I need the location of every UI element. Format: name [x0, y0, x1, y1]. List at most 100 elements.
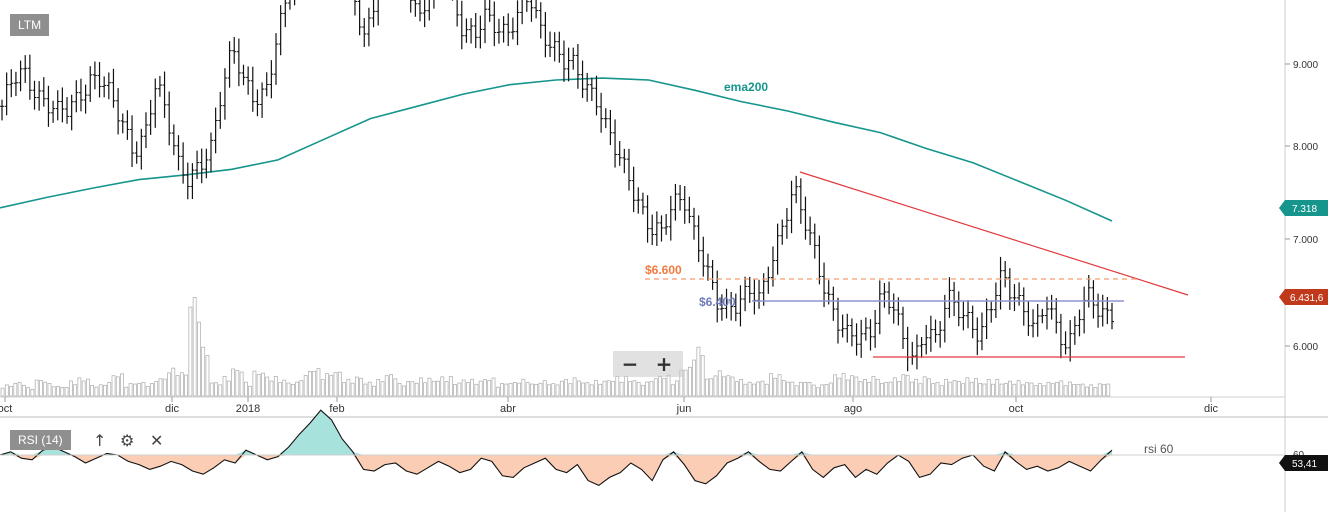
volume-bar	[354, 376, 359, 397]
volume-bar	[824, 384, 829, 397]
volume-bar	[773, 377, 778, 397]
volume-bar	[308, 370, 312, 397]
volume-bar	[465, 382, 470, 397]
volume-bar	[115, 376, 120, 397]
close-icon[interactable]: ✕	[150, 431, 164, 450]
volume-bar	[1025, 382, 1030, 397]
volume-bar	[512, 382, 517, 397]
volume-bar	[871, 376, 876, 397]
ohlc-bar	[106, 72, 111, 100]
arrow-up-icon[interactable]: ↑	[93, 431, 107, 450]
symbol-chip[interactable]: LTM	[10, 14, 50, 36]
volume-bar	[175, 375, 180, 397]
volume-bar	[440, 376, 445, 397]
volume-bar	[436, 380, 440, 397]
volume-bar	[51, 386, 56, 397]
ohlc-bar	[673, 183, 678, 221]
volume-bar	[1072, 384, 1076, 397]
ohlc-bar	[185, 162, 190, 200]
volume-bar	[999, 383, 1004, 397]
zoom-out-button[interactable]: −	[621, 352, 639, 376]
ohlc-bar	[966, 300, 971, 329]
ohlc-bar	[354, 0, 357, 16]
volume-bar	[1050, 383, 1055, 397]
ohlc-bar	[250, 66, 255, 112]
ohlc-bar	[413, 0, 418, 17]
volume-bar	[427, 377, 432, 397]
ohlc-bar	[1100, 294, 1105, 327]
volume-bar	[410, 381, 415, 397]
volume-bar	[128, 383, 133, 397]
volume-bar	[927, 378, 931, 397]
volume-bar	[559, 380, 564, 397]
ohlc-bar	[278, 5, 283, 56]
volume-bar	[278, 382, 282, 397]
svg-text:6.431,6: 6.431,6	[1290, 293, 1324, 304]
volume-bar	[931, 383, 936, 397]
volume-bar	[431, 380, 436, 397]
ohlc-bar	[984, 298, 989, 340]
volume-bar	[547, 384, 551, 397]
downtrend-line[interactable]	[799, 171, 1189, 296]
zoom-in-button[interactable]: +	[655, 352, 673, 376]
ohlc-bar	[264, 72, 269, 97]
volume-bar	[581, 382, 586, 397]
volume-bar	[111, 375, 116, 397]
ohlc-bar	[487, 0, 492, 22]
ohlc-bar	[1021, 287, 1026, 326]
ohlc-bar	[520, 0, 523, 25]
ohlc-bar	[27, 54, 32, 100]
volume-bar	[457, 382, 462, 397]
ohlc-bar	[956, 291, 961, 327]
ohlc-bar	[9, 69, 14, 98]
volume-bar	[359, 377, 364, 397]
svg-text:53,41: 53,41	[1292, 459, 1317, 470]
volume-bar	[137, 382, 142, 397]
ohlc-bar	[882, 283, 887, 308]
volume-bar	[1055, 382, 1059, 397]
volume-bar	[329, 374, 334, 397]
ohlc-bar	[840, 314, 845, 338]
gear-icon[interactable]: ⚙	[120, 431, 135, 450]
ohlc-bar	[1072, 316, 1077, 345]
rsi-indicator-chip[interactable]: RSI (14)	[10, 430, 71, 450]
volume-bar	[576, 380, 581, 397]
ohlc-bar	[357, 0, 362, 36]
ohlc-bar	[538, 2, 543, 39]
volume-bar	[670, 384, 675, 397]
volume-bar	[653, 378, 658, 397]
ohlc-bar	[204, 148, 209, 179]
ohlc-bar	[241, 64, 246, 86]
volume-bar	[474, 383, 479, 397]
ohlc-bar	[362, 18, 367, 47]
volume-bar	[517, 382, 521, 397]
volume-bar	[803, 382, 808, 397]
volume-bar	[107, 382, 112, 397]
volume-bar	[47, 383, 52, 397]
ohlc-bar	[1054, 298, 1059, 334]
volume-bar	[1016, 380, 1021, 397]
volume-bar	[346, 378, 351, 397]
volume-bar	[658, 376, 662, 397]
ohlc-bar	[835, 297, 840, 344]
volume-bar	[218, 384, 223, 397]
volume-bar	[892, 377, 897, 397]
ohlc-bar	[622, 148, 627, 174]
volume-bar	[632, 380, 637, 397]
ohlc-bar	[199, 148, 204, 184]
ohlc-bar	[747, 276, 752, 303]
volume-bar	[86, 378, 90, 397]
ohlc-bar	[603, 108, 608, 129]
volume-bar	[747, 381, 752, 397]
volume-bar	[863, 379, 867, 397]
volume-bar	[26, 387, 31, 397]
volume-bar	[700, 355, 705, 397]
volume-bar	[1042, 385, 1047, 397]
volume-bar	[150, 383, 154, 397]
volume-bar	[235, 370, 240, 397]
ohlc-bar	[1068, 320, 1073, 362]
volume-bar	[243, 381, 248, 397]
ohlc-bar	[961, 301, 966, 331]
rsi-line	[0, 409, 1113, 487]
